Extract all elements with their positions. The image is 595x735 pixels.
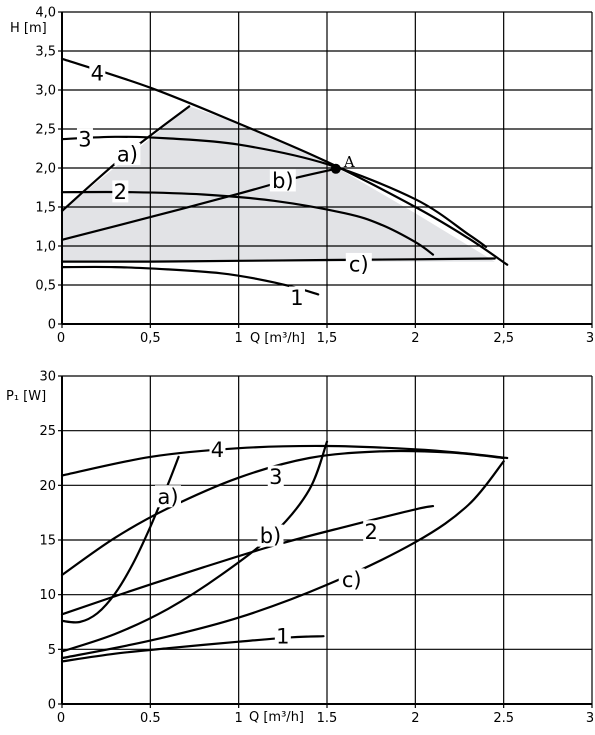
power-chart-curve-label-bg-3 (267, 465, 284, 488)
power-chart-curve-1 (60, 635, 325, 663)
head-chart-y-axis-label: H [m] (10, 21, 47, 36)
power-chart-y-tick-label: 25 (39, 424, 56, 439)
head-chart-curve-label-2: 2 (114, 180, 127, 204)
power-chart-curve-c (60, 460, 505, 660)
head-chart-curve-label-bg-c (345, 252, 372, 275)
head-chart-y-tick-label: 1,0 (35, 240, 56, 255)
power-chart-x-axis-label: Q [m³/h] (249, 710, 304, 725)
head-chart-operating-point-label: A (343, 153, 355, 171)
head-chart-curve-label-1: 1 (290, 286, 303, 310)
power-chart-curve-label-a: a) (157, 485, 178, 509)
power-chart-x-tick-label: 3 (586, 711, 594, 726)
head-chart-curve-label-bg-b (269, 169, 296, 192)
head-chart-curve-label-4: 4 (91, 61, 104, 85)
head-chart-curve-label-a: a) (117, 142, 138, 166)
power-chart-curve-label-b: b) (260, 524, 282, 548)
power-chart-y-tick-label: 15 (39, 534, 56, 549)
head-chart-curve-label-b: b) (272, 169, 294, 193)
head-chart-curve-label-bg-1 (288, 286, 305, 309)
head-chart-x-tick-label: 2 (411, 331, 419, 346)
power-chart-y-axis-label: P₁ [W] (6, 389, 46, 404)
head-chart-x-tick-label: 3 (586, 331, 594, 346)
power-chart-y-tick-label: 20 (39, 479, 56, 494)
power-chart-labels: 4 3 a) b) 2c) 1 (155, 438, 380, 649)
head-chart-y-tick-label: 4,0 (35, 6, 56, 21)
power-chart-curve-label-bg-a (155, 485, 181, 508)
power-chart-curve-label-bg-4 (209, 438, 226, 461)
power-chart-x-tick-label: 1 (235, 711, 243, 726)
power-chart-x-tick-label: 0.5 (140, 711, 161, 726)
power-chart-curve-label-bg-c (338, 568, 365, 591)
head-chart-curve-label-3: 3 (78, 128, 91, 152)
power-chart-curve-label-3: 3 (269, 465, 282, 489)
power-chart-curve-4 (60, 444, 509, 477)
head-chart-x-tick-label: 0 (57, 331, 65, 346)
head-chart-curve-label-bg-3 (76, 128, 93, 151)
head-chart-x-axis-label: Q [m³/h] (250, 331, 305, 346)
head-chart-y-tick-label: 2,0 (35, 162, 56, 177)
power-chart-curve-label-4: 4 (211, 438, 224, 462)
power-chart-x-tick-label: 2 (411, 711, 419, 726)
head-chart-curve-label-bg-4 (89, 61, 106, 84)
power-chart-curve-label-c: c) (342, 568, 362, 592)
head-chart-curve-4 (60, 57, 509, 266)
power-chart-x-tick-label: 2.5 (493, 711, 514, 726)
power-chart-curve-label-bg-b (257, 524, 284, 547)
power-chart-curve-b (60, 440, 329, 653)
power-chart-curve-label-bg-1 (274, 625, 291, 648)
head-chart: 4 3 a) 2 b) c) 1 A 0 0,5 1 1,5 2 2,5 3 0 0,5 1,0 1,5 2,0 2,… (10, 6, 594, 347)
head-chart-x-tick-label: 1 (235, 331, 243, 346)
head-chart-y-tick-label: 3,5 (35, 45, 56, 60)
head-chart-y-tick-label: 2,5 (35, 123, 56, 138)
head-chart-y-tick-label: 0,5 (35, 279, 56, 294)
power-chart-y-tick-label: 5 (48, 643, 56, 658)
head-chart-y-tick-label: 0 (48, 318, 56, 333)
head-chart-curve-label-c: c) (349, 252, 369, 276)
power-chart-curve-label-2: 2 (364, 520, 377, 544)
power-chart-curve-label-1: 1 (276, 625, 289, 649)
head-chart-x-tick-label: 2,5 (493, 331, 514, 346)
head-chart-curve-c (60, 257, 496, 263)
power-chart-x-tick-label: 1.5 (317, 711, 338, 726)
head-chart-curve-2 (60, 190, 435, 256)
power-chart-x-tick-label: 0 (57, 711, 65, 726)
power-chart-y-tick-label: 10 (39, 588, 56, 603)
head-chart-y-tick-label: 1,5 (35, 201, 56, 216)
head-chart-curve-3 (60, 135, 488, 248)
power-chart-y-tick-label: 30 (39, 370, 56, 385)
head-chart-y-tick-label: 3,0 (35, 84, 56, 99)
head-chart-operating-point (330, 163, 341, 174)
power-chart-y-tick-label: 0 (48, 698, 56, 713)
head-chart-curve-label-bg-2 (112, 180, 129, 203)
head-chart-curve-label-bg-a (114, 142, 141, 165)
head-chart-x-tick-label: 1,5 (317, 331, 338, 346)
head-chart-curve-b (60, 167, 337, 241)
power-chart-curve-label-bg-2 (363, 520, 380, 543)
head-chart-ticks: 0 0,5 1 1,5 2 2,5 3 0 0,5 1,0 1,5 2,0 2,5 3,0 3,5 4,0 (35, 6, 594, 347)
head-chart-labels: 4 3 a) 2 b) c) 1 A (76, 61, 372, 310)
head-chart-x-tick-label: 0,5 (140, 331, 161, 346)
